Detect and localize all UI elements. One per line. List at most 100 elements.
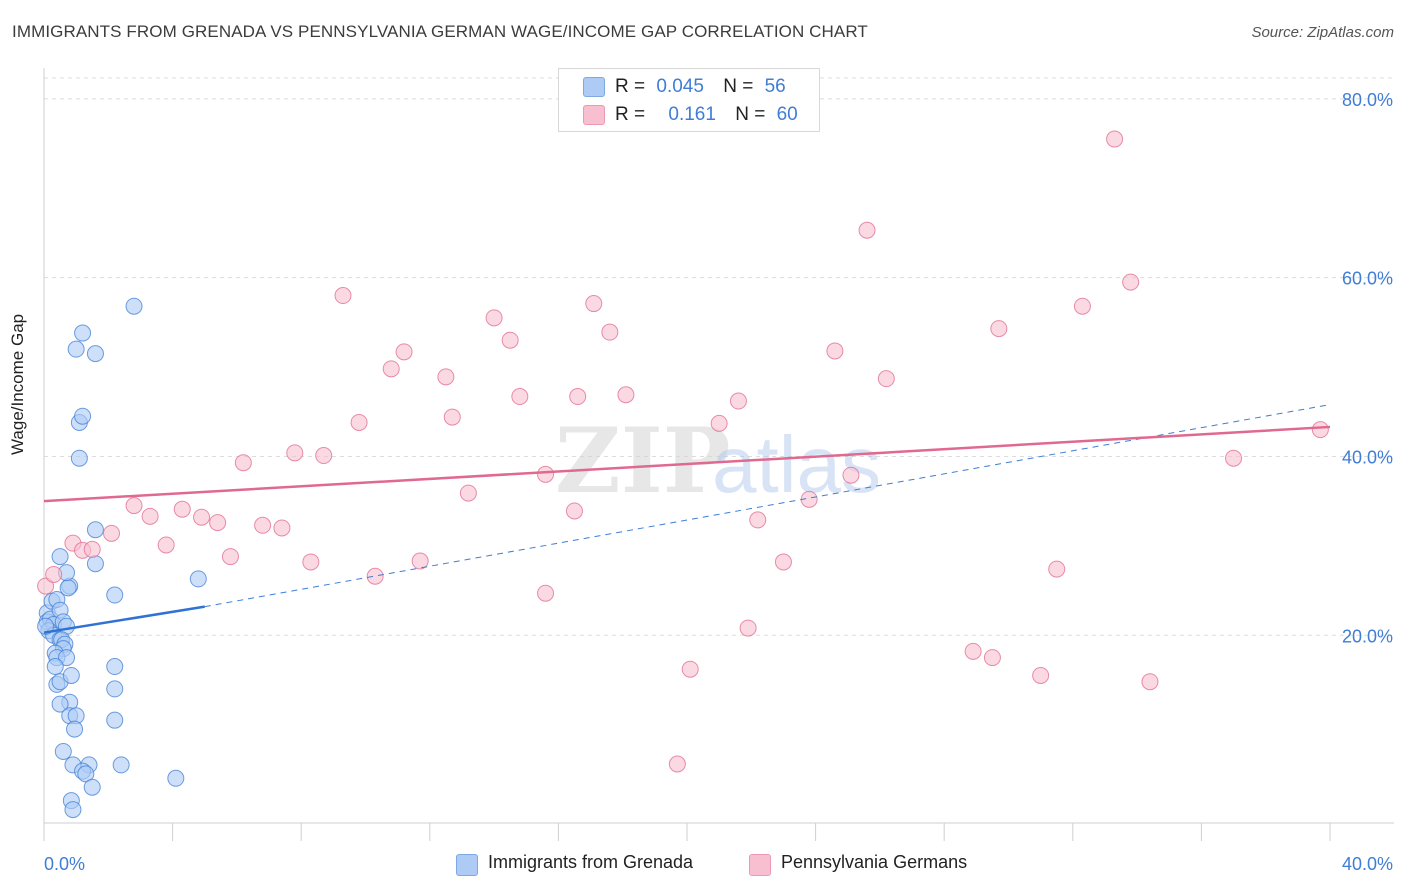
legend-swatch-blue — [583, 77, 605, 97]
point-pennsylvania — [1225, 449, 1243, 467]
legend-r-value: 0.161 — [668, 104, 716, 125]
point-pennsylvania — [315, 447, 333, 465]
legend-n-label: N = — [735, 104, 766, 125]
point-pennsylvania — [983, 649, 1001, 667]
y-tick-label: 80.0% — [1342, 90, 1393, 110]
bottom-legend-swatch-blue — [456, 854, 478, 876]
point-pennsylvania — [858, 221, 876, 239]
axes — [43, 68, 1394, 841]
point-grenada — [66, 720, 84, 738]
point-grenada — [83, 778, 101, 796]
point-grenada — [74, 324, 92, 342]
point-pennsylvania — [501, 331, 519, 349]
point-grenada — [106, 680, 124, 698]
y-tick-label: 60.0% — [1342, 269, 1393, 289]
point-pennsylvania — [1311, 421, 1329, 439]
point-pennsylvania — [585, 295, 603, 313]
point-grenada — [51, 548, 69, 566]
bottom-legend-swatch-pink — [749, 854, 771, 876]
point-grenada — [67, 340, 85, 358]
point-pennsylvania — [350, 413, 368, 431]
point-pennsylvania — [511, 388, 529, 406]
bottom-legend-grenada: Immigrants from Grenada — [456, 852, 694, 876]
point-grenada — [62, 666, 80, 684]
point-pennsylvania — [273, 519, 291, 537]
point-grenada — [106, 711, 124, 729]
point-pennsylvania — [537, 584, 555, 602]
point-pennsylvania — [221, 548, 239, 566]
point-pennsylvania — [739, 619, 757, 637]
source-label: Source: ZipAtlas.com — [1251, 24, 1394, 41]
trend-line-grenada — [43, 605, 205, 634]
point-pennsylvania — [537, 465, 555, 483]
point-pennsylvania — [990, 320, 1008, 338]
point-pennsylvania — [125, 497, 143, 515]
point-pennsylvania — [411, 552, 429, 570]
point-pennsylvania — [254, 516, 272, 534]
point-grenada — [189, 570, 207, 588]
point-grenada — [58, 649, 76, 667]
legend-r-value: 0.045 — [656, 76, 704, 97]
trend-line-grenada-dashed — [204, 404, 1331, 608]
point-pennsylvania — [1048, 560, 1066, 578]
grid — [44, 77, 1394, 636]
point-grenada — [106, 586, 124, 604]
chart-title: IMMIGRANTS FROM GRENADA VS PENNSYLVANIA … — [12, 22, 868, 41]
point-pennsylvania — [877, 370, 895, 388]
y-tick-label: 40.0% — [1342, 447, 1393, 467]
point-grenada — [37, 617, 55, 635]
point-pennsylvania — [964, 642, 982, 660]
point-pennsylvania — [382, 360, 400, 378]
bottom-legend-label: Immigrants from Grenada — [488, 852, 694, 872]
point-pennsylvania — [601, 323, 619, 341]
point-pennsylvania — [443, 408, 461, 426]
point-grenada — [167, 769, 185, 787]
legend-r-label: R = — [615, 76, 646, 97]
point-pennsylvania — [193, 508, 211, 526]
point-grenada — [54, 742, 72, 760]
point-grenada — [59, 579, 77, 597]
watermark-atlas: atlas — [712, 420, 881, 509]
point-grenada — [46, 658, 64, 676]
point-pennsylvania — [302, 553, 320, 571]
point-pennsylvania — [37, 577, 55, 595]
point-grenada — [125, 297, 143, 315]
point-grenada — [70, 449, 88, 467]
point-pennsylvania — [1106, 130, 1124, 148]
point-grenada — [86, 345, 104, 363]
point-grenada — [86, 555, 104, 573]
point-pennsylvania — [826, 342, 844, 360]
trend-lines — [43, 404, 1331, 634]
point-pennsylvania — [437, 368, 455, 386]
point-pennsylvania — [668, 755, 686, 773]
point-pennsylvania — [1141, 673, 1159, 691]
point-pennsylvania — [729, 392, 747, 410]
y-axis-label: Wage/Income Gap — [8, 313, 27, 455]
legend-r-label: R = — [615, 104, 646, 125]
point-grenada — [106, 658, 124, 676]
point-pennsylvania — [1122, 273, 1140, 291]
tick-labels: 20.0% 40.0% 60.0% 80.0% 0.0% 40.0% — [44, 90, 1393, 874]
bottom-legend-label: Pennsylvania Germans — [781, 852, 968, 872]
point-pennsylvania — [103, 524, 121, 542]
point-grenada — [74, 407, 92, 425]
correlation-legend: R = 0.045 N = 56 R = 0.161 N = 60 — [558, 68, 820, 132]
x-tick-label: 40.0% — [1342, 854, 1393, 874]
point-pennsylvania — [710, 414, 728, 432]
point-pennsylvania — [565, 502, 583, 520]
legend-n-value: 60 — [776, 104, 798, 125]
point-pennsylvania — [395, 343, 413, 361]
watermark: ZIP atlas — [555, 408, 881, 514]
point-pennsylvania — [157, 536, 175, 554]
point-pennsylvania — [774, 553, 792, 571]
x-tick-label: 0.0% — [44, 854, 85, 874]
point-pennsylvania — [569, 388, 587, 406]
point-pennsylvania — [209, 514, 227, 532]
point-pennsylvania — [173, 500, 191, 518]
point-pennsylvania — [1073, 297, 1091, 315]
point-grenada — [112, 756, 130, 774]
point-pennsylvania — [617, 386, 635, 404]
legend-swatch-pink — [583, 105, 605, 125]
point-grenada — [64, 801, 82, 819]
